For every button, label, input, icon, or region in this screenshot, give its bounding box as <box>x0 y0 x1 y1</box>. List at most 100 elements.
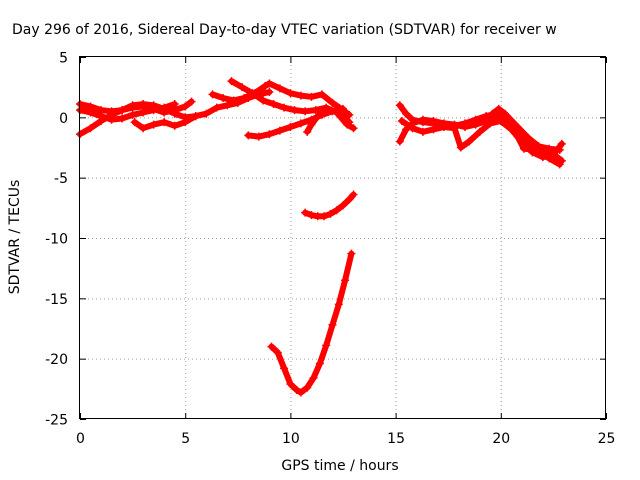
data-point <box>202 109 211 118</box>
series-14 <box>488 104 566 165</box>
data-point <box>265 87 274 96</box>
data-point <box>240 94 249 103</box>
data-point <box>494 104 503 113</box>
series-3 <box>76 100 179 124</box>
data-point <box>280 364 289 373</box>
data-point <box>244 131 253 140</box>
data-point <box>345 110 354 119</box>
data-point <box>254 132 263 141</box>
data-point <box>307 120 316 129</box>
data-point <box>301 208 310 217</box>
y-tick-label: -5 <box>54 171 68 187</box>
x-tick-label: 0 <box>76 431 85 447</box>
data-point <box>139 124 148 133</box>
data-point <box>465 137 474 146</box>
data-point <box>334 300 343 309</box>
data-point <box>328 320 337 329</box>
data-point <box>187 97 196 106</box>
y-tick-label: 0 <box>59 111 68 127</box>
data-point <box>128 110 137 119</box>
data-point <box>418 127 427 136</box>
data-point <box>286 89 295 98</box>
data-point <box>303 127 312 136</box>
data-point <box>292 386 301 395</box>
data-point <box>519 144 528 153</box>
x-tick-label: 10 <box>282 431 300 447</box>
plot-frame <box>79 56 606 419</box>
data-point <box>307 211 316 220</box>
data-point <box>223 101 232 110</box>
data-point <box>107 107 116 116</box>
data-point <box>429 116 438 125</box>
data-point <box>275 84 284 93</box>
data-point <box>524 133 533 142</box>
data-point <box>456 143 465 152</box>
data-point <box>170 100 179 109</box>
data-point <box>439 122 448 131</box>
data-point <box>501 109 510 118</box>
data-point <box>227 77 236 86</box>
data-point <box>540 147 549 156</box>
data-point <box>461 122 470 131</box>
data-point <box>149 106 158 115</box>
data-point <box>507 120 516 129</box>
data-point <box>286 380 295 389</box>
data-point <box>313 112 322 121</box>
data-point <box>538 153 547 162</box>
data-point <box>118 114 127 123</box>
data-point <box>160 118 169 127</box>
data-point <box>267 342 276 351</box>
data-point <box>86 124 95 133</box>
data-point <box>397 116 406 125</box>
data-point <box>395 137 404 146</box>
data-point <box>475 127 484 136</box>
data-point <box>418 115 427 124</box>
data-point <box>557 156 566 165</box>
chart-title: Day 296 of 2016, Sidereal Day-to-day VTE… <box>12 22 557 38</box>
x-axis-label: GPS time / hours <box>281 458 398 474</box>
data-point <box>322 341 331 350</box>
data-point <box>471 120 480 129</box>
data-point <box>311 106 320 115</box>
data-point <box>301 107 310 116</box>
data-point <box>307 92 316 101</box>
data-point <box>296 388 305 397</box>
data-point <box>334 108 343 117</box>
data-series <box>76 77 566 397</box>
data-point <box>139 108 148 117</box>
data-point <box>265 130 274 139</box>
series-11 <box>395 101 564 154</box>
data-point <box>320 212 329 221</box>
data-point <box>296 119 305 128</box>
data-point <box>309 373 318 382</box>
data-point <box>429 125 438 134</box>
y-axis-label: SDTVAR / TECUs <box>7 180 23 295</box>
data-point <box>395 101 404 110</box>
series-trace <box>396 102 563 153</box>
data-point <box>290 106 299 115</box>
data-point <box>486 119 495 128</box>
data-point <box>324 106 333 115</box>
series-trace <box>489 105 565 164</box>
data-point <box>339 201 347 210</box>
data-point <box>332 206 341 215</box>
data-point <box>315 359 324 368</box>
y-tick-label: -10 <box>45 232 68 248</box>
data-point <box>530 145 539 154</box>
data-point <box>269 100 278 109</box>
data-point <box>345 195 354 204</box>
data-point <box>191 112 200 121</box>
y-tick-label: 5 <box>59 51 68 67</box>
data-point <box>229 96 238 105</box>
data-point <box>160 103 169 112</box>
data-point <box>317 90 326 99</box>
data-point <box>238 83 247 92</box>
data-point <box>326 209 335 218</box>
data-point <box>339 104 347 113</box>
x-tick-label: 15 <box>387 431 405 447</box>
data-point <box>107 115 116 124</box>
data-point <box>341 276 350 285</box>
series-trace <box>77 101 178 123</box>
data-point <box>149 120 158 129</box>
